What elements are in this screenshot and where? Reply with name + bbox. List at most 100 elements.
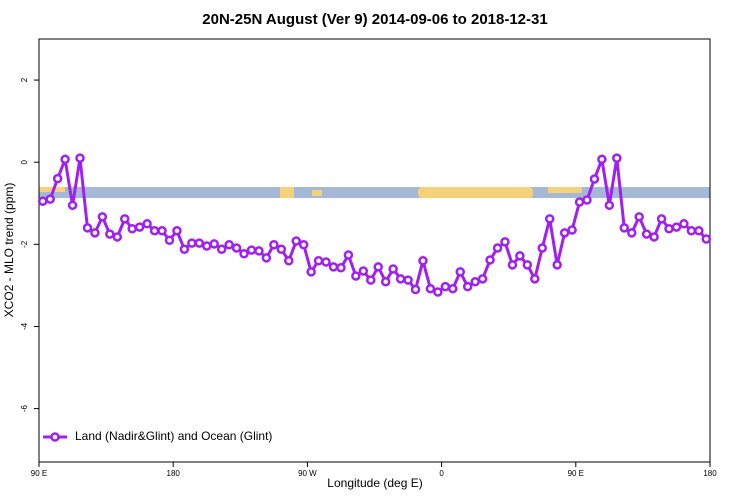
point xyxy=(75,153,85,163)
point xyxy=(455,267,465,277)
point xyxy=(634,212,644,222)
point xyxy=(462,281,473,292)
point xyxy=(52,173,63,184)
point xyxy=(358,266,369,276)
point xyxy=(626,228,637,238)
point xyxy=(380,276,391,287)
point xyxy=(515,251,525,261)
x-axis-label: Longitude (deg E) xyxy=(327,476,422,490)
point xyxy=(589,174,600,184)
point xyxy=(224,240,234,250)
point xyxy=(537,243,547,253)
map-strip xyxy=(39,187,710,198)
point xyxy=(433,287,443,297)
point xyxy=(664,223,674,234)
point xyxy=(343,250,354,260)
point xyxy=(500,237,510,247)
point xyxy=(276,244,287,255)
point xyxy=(97,212,108,222)
legend-label: Land (Nadir&Glint) and Ocean (Glint) xyxy=(75,429,272,443)
point xyxy=(403,275,413,285)
point xyxy=(306,267,316,277)
point xyxy=(485,255,495,265)
point xyxy=(105,229,115,239)
point xyxy=(619,223,630,233)
point xyxy=(604,200,615,211)
point xyxy=(60,154,70,165)
point xyxy=(440,281,451,292)
point xyxy=(530,274,540,284)
point xyxy=(425,283,436,294)
point xyxy=(671,222,682,232)
point xyxy=(373,262,383,272)
point xyxy=(194,238,205,248)
point xyxy=(574,197,585,207)
point xyxy=(90,228,100,238)
point xyxy=(559,228,570,238)
point xyxy=(284,256,294,266)
chart-title: 20N-25N August (Ver 9) 2014-09-06 to 201… xyxy=(202,11,547,28)
x-tick-label: 0 xyxy=(439,469,444,478)
point xyxy=(567,225,577,235)
point xyxy=(261,253,272,263)
point xyxy=(209,239,219,249)
point xyxy=(149,226,160,236)
point xyxy=(694,226,704,236)
point xyxy=(656,214,667,224)
point xyxy=(134,222,145,232)
point xyxy=(686,226,697,236)
point xyxy=(82,223,93,233)
point xyxy=(612,153,622,163)
point xyxy=(157,226,167,236)
point xyxy=(164,235,175,245)
point xyxy=(187,238,197,248)
point xyxy=(388,264,398,274)
point xyxy=(142,219,152,229)
point xyxy=(313,256,324,266)
point xyxy=(395,274,406,284)
point xyxy=(291,236,301,246)
y-tick-label: 2 xyxy=(20,77,29,82)
point xyxy=(216,244,227,255)
x-tick-label: 90 W xyxy=(298,469,317,478)
point xyxy=(552,260,562,270)
point xyxy=(522,260,533,270)
point xyxy=(351,271,361,281)
point xyxy=(477,274,488,284)
point xyxy=(410,284,421,295)
point xyxy=(507,260,518,270)
point xyxy=(119,214,130,224)
point xyxy=(231,243,242,253)
y-tick-label: -6 xyxy=(20,405,29,413)
point xyxy=(679,219,689,229)
point xyxy=(470,276,480,287)
plot-frame xyxy=(38,38,711,463)
x-tick-label: 180 xyxy=(167,469,181,478)
legend-marker xyxy=(50,432,60,442)
point xyxy=(172,226,182,236)
point xyxy=(246,245,257,255)
point xyxy=(179,244,190,255)
point xyxy=(202,241,212,251)
point xyxy=(336,262,346,273)
point xyxy=(448,283,458,294)
point xyxy=(366,275,376,285)
point xyxy=(597,154,607,165)
point xyxy=(418,256,428,266)
point xyxy=(269,240,279,250)
point xyxy=(298,240,309,250)
point xyxy=(239,249,249,259)
y-tick-label: -4 xyxy=(20,322,29,330)
x-tick-label: 90 E xyxy=(568,469,584,478)
point xyxy=(67,200,78,211)
point xyxy=(45,194,55,204)
x-tick-label: 90 E xyxy=(31,469,47,478)
point xyxy=(37,196,48,206)
point xyxy=(701,234,712,244)
point xyxy=(641,229,652,239)
point xyxy=(112,232,123,242)
point xyxy=(321,257,331,267)
point xyxy=(649,232,659,242)
point xyxy=(582,195,592,205)
